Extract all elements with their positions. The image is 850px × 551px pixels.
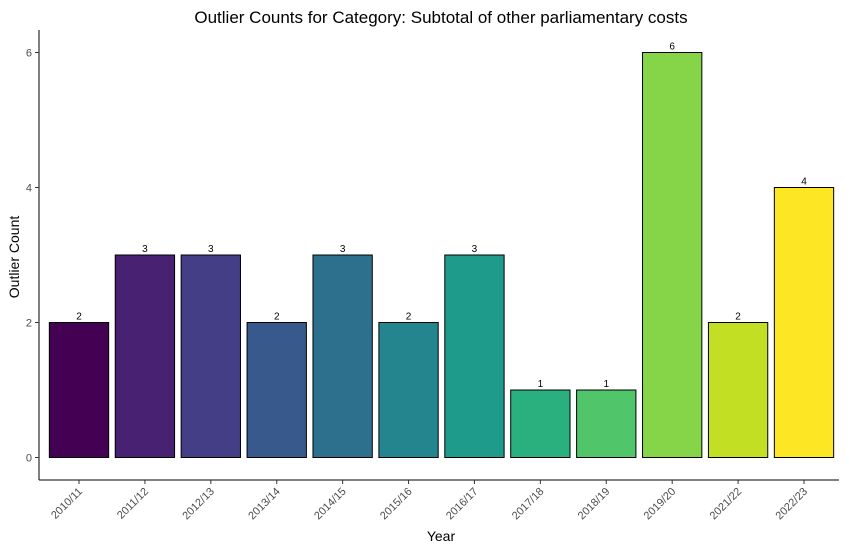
y-axis-title: Outlier Count	[6, 216, 22, 299]
y-tick-label: 6	[26, 48, 32, 60]
x-tick-label: 2013/14	[246, 486, 283, 523]
data-labels: 2 3 3 2 3 2 3 1 1 6 2 4	[76, 42, 807, 391]
bar-value-label: 3	[340, 244, 346, 255]
bar	[510, 389, 571, 458]
bar-value-label: 2	[76, 312, 82, 323]
x-tick-label: 2011/12	[115, 486, 151, 522]
bar	[180, 254, 241, 458]
bar-value-label: 2	[406, 312, 412, 323]
x-tick-label: 2016/17	[444, 486, 481, 523]
y-ticks: 0 2 4 6	[26, 48, 39, 465]
x-tick-label: 2010/11	[49, 486, 85, 522]
y-tick-label: 2	[26, 318, 32, 330]
bars	[48, 52, 835, 458]
bar-value-label: 1	[538, 379, 544, 390]
bar-value-label: 1	[603, 379, 609, 390]
bar	[576, 389, 637, 458]
bar-value-label: 3	[208, 244, 214, 255]
bar-value-label: 2	[735, 312, 741, 323]
chart-title: Outlier Counts for Category: Subtotal of…	[194, 8, 687, 27]
bar	[246, 322, 307, 458]
bar	[114, 254, 176, 458]
bar	[312, 254, 373, 458]
x-tick-label: 2022/23	[774, 486, 811, 523]
bar	[773, 187, 835, 458]
x-tick-label: 2018/19	[576, 486, 613, 523]
bar-value-label: 2	[274, 312, 280, 323]
bar	[48, 322, 110, 458]
x-tick-label: 2019/20	[642, 486, 679, 523]
y-tick-label: 0	[26, 453, 32, 465]
x-tick-label: 2015/16	[378, 486, 415, 523]
x-axis-title: Year	[427, 528, 456, 544]
bar-value-label: 3	[472, 244, 478, 255]
x-tick-label: 2012/13	[180, 486, 217, 523]
bar-value-label: 3	[142, 244, 148, 255]
y-tick-label: 4	[26, 183, 32, 195]
bar	[707, 322, 769, 458]
x-ticks: 2010/11 2011/12 2012/13 2013/14 2014/15 2015/…	[49, 480, 810, 522]
bar-value-label: 6	[669, 42, 675, 53]
bar	[378, 322, 439, 458]
bar	[642, 52, 703, 458]
bar-value-label: 4	[801, 177, 807, 188]
bar	[444, 254, 505, 458]
x-tick-label: 2021/22	[708, 486, 745, 523]
x-tick-label: 2014/15	[312, 486, 349, 523]
x-tick-label: 2017/18	[510, 486, 547, 523]
